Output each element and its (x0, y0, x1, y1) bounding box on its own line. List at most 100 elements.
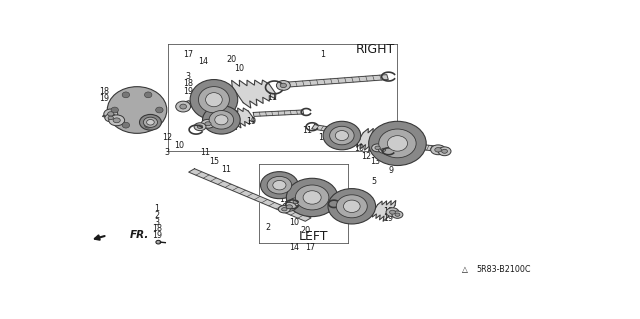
Text: 11: 11 (268, 93, 278, 102)
Ellipse shape (387, 136, 408, 151)
Polygon shape (372, 201, 396, 221)
Polygon shape (356, 128, 388, 153)
Ellipse shape (156, 107, 163, 113)
Text: 14: 14 (289, 243, 300, 252)
Text: 18: 18 (216, 108, 227, 116)
Ellipse shape (395, 213, 400, 216)
Ellipse shape (282, 208, 287, 211)
Text: 15: 15 (209, 157, 219, 166)
Ellipse shape (390, 210, 396, 214)
Ellipse shape (303, 191, 321, 204)
Ellipse shape (205, 93, 222, 107)
Ellipse shape (209, 111, 234, 129)
Ellipse shape (180, 104, 186, 109)
Text: RIGHT: RIGHT (355, 43, 395, 56)
Text: 11: 11 (200, 148, 210, 157)
Polygon shape (292, 182, 326, 203)
Text: 3: 3 (186, 72, 191, 81)
Text: 18: 18 (307, 179, 317, 188)
Text: 12: 12 (362, 152, 372, 161)
Ellipse shape (273, 181, 286, 190)
Polygon shape (189, 169, 311, 221)
Polygon shape (253, 110, 303, 116)
Ellipse shape (431, 145, 445, 155)
Ellipse shape (330, 126, 354, 145)
Ellipse shape (386, 208, 399, 217)
Ellipse shape (375, 146, 380, 150)
Ellipse shape (109, 115, 125, 126)
Text: 10: 10 (354, 144, 364, 153)
Text: △: △ (462, 265, 468, 274)
Ellipse shape (111, 107, 118, 113)
Text: 16: 16 (318, 133, 328, 142)
Ellipse shape (108, 112, 114, 116)
Ellipse shape (335, 130, 349, 141)
Ellipse shape (198, 86, 229, 113)
Ellipse shape (194, 123, 206, 131)
Ellipse shape (197, 125, 203, 129)
Text: 11: 11 (279, 195, 289, 204)
Text: 18: 18 (152, 224, 162, 234)
Text: LEFT: LEFT (298, 229, 328, 242)
Text: 17: 17 (305, 243, 316, 252)
Text: 11: 11 (302, 126, 312, 135)
Ellipse shape (392, 211, 403, 218)
Ellipse shape (290, 198, 301, 206)
Text: 19: 19 (183, 86, 193, 96)
Text: 12: 12 (162, 133, 172, 142)
Text: 20: 20 (226, 55, 236, 64)
Ellipse shape (372, 144, 383, 152)
Text: 9: 9 (106, 112, 111, 122)
Text: 3: 3 (355, 135, 360, 144)
Ellipse shape (201, 119, 215, 128)
Polygon shape (102, 114, 112, 118)
Ellipse shape (276, 80, 291, 90)
Text: 14: 14 (198, 57, 208, 66)
Text: 3: 3 (154, 218, 159, 227)
Polygon shape (221, 108, 254, 130)
Ellipse shape (438, 147, 451, 156)
Ellipse shape (122, 92, 130, 98)
Text: 11: 11 (328, 139, 338, 148)
Ellipse shape (156, 240, 161, 244)
Ellipse shape (113, 118, 120, 123)
Ellipse shape (140, 115, 161, 130)
Ellipse shape (205, 122, 211, 126)
Text: 19: 19 (383, 214, 394, 223)
Ellipse shape (176, 101, 191, 112)
Ellipse shape (344, 200, 360, 212)
Text: 19: 19 (246, 117, 256, 126)
Ellipse shape (381, 148, 386, 151)
Ellipse shape (108, 87, 167, 133)
Text: 6: 6 (131, 98, 136, 107)
Polygon shape (232, 80, 276, 108)
Polygon shape (181, 100, 195, 108)
Text: 18: 18 (383, 207, 394, 216)
Text: 20: 20 (301, 226, 311, 235)
Text: 18: 18 (99, 86, 109, 96)
Ellipse shape (286, 178, 338, 217)
Ellipse shape (104, 109, 118, 119)
Text: 19: 19 (353, 209, 363, 218)
Polygon shape (424, 145, 438, 151)
Ellipse shape (286, 205, 292, 209)
Text: 2: 2 (265, 223, 270, 232)
Ellipse shape (280, 83, 287, 88)
Ellipse shape (293, 200, 298, 204)
Ellipse shape (147, 120, 154, 125)
Text: 9: 9 (389, 166, 394, 175)
Text: 13: 13 (143, 122, 154, 131)
Ellipse shape (337, 195, 367, 218)
Text: 18: 18 (183, 79, 193, 88)
Polygon shape (289, 75, 388, 87)
Text: 19: 19 (99, 94, 109, 103)
Ellipse shape (278, 205, 291, 213)
Text: 13: 13 (370, 157, 380, 166)
Ellipse shape (145, 92, 152, 98)
Text: 2: 2 (154, 211, 159, 220)
Text: 10: 10 (174, 141, 184, 150)
Text: 18: 18 (353, 201, 363, 210)
Polygon shape (311, 197, 335, 205)
Ellipse shape (260, 172, 298, 199)
Ellipse shape (190, 79, 237, 120)
